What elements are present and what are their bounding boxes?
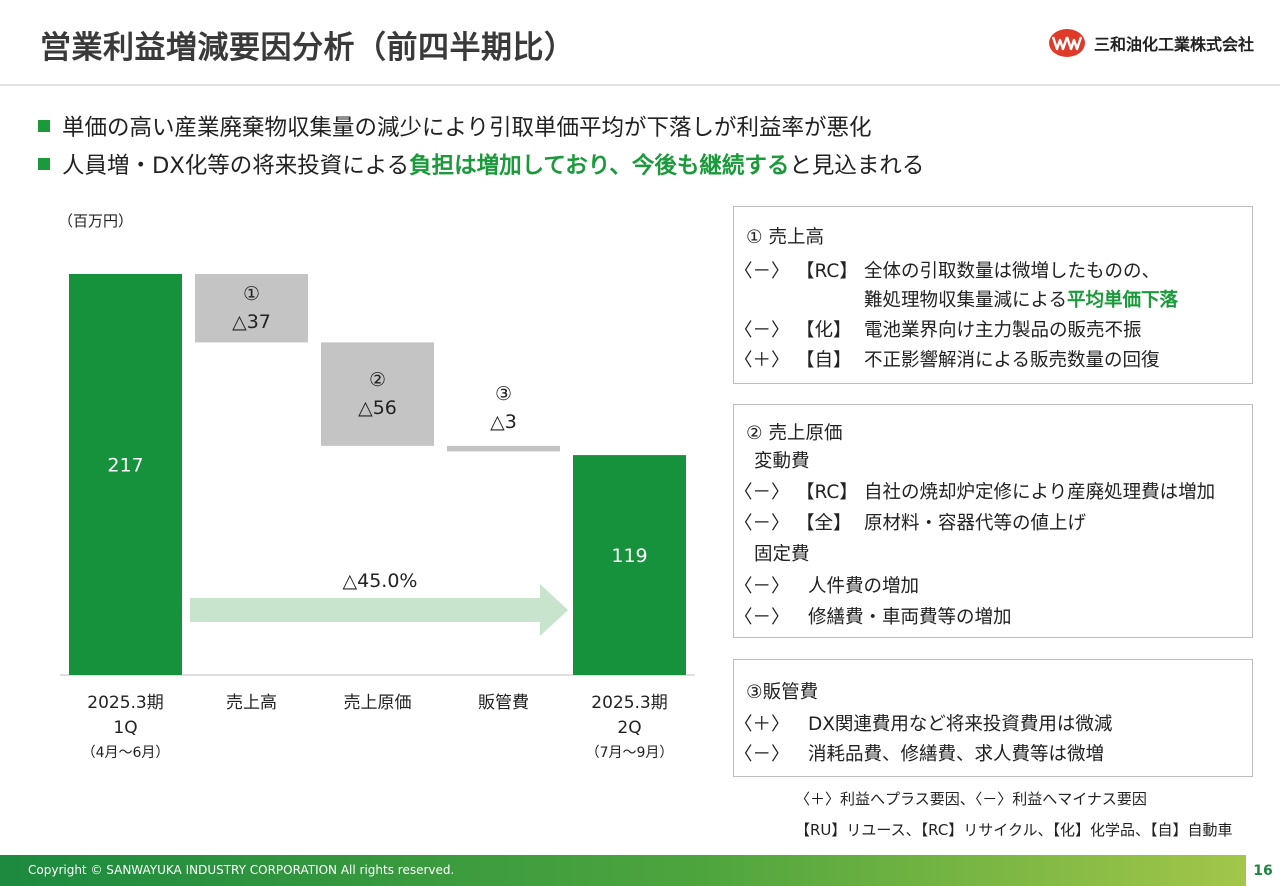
panel-sales-row-4-text: 不正影響解消による販売数量の回復 (864, 350, 1160, 371)
category-label-1-line-1: 売上高 (226, 693, 277, 713)
bar-4 (573, 455, 686, 675)
note-sign-legend: 〈＋〉利益へプラス要因、〈－〉利益へマイナス要因 (795, 790, 1147, 808)
panel-cost-row-4-sign: 〈－〉 (734, 607, 790, 628)
category-label-0-line-1: 2025.3期 (87, 693, 163, 713)
panel-sales-row-3-text: 電池業界向け主力製品の販売不振 (864, 320, 1142, 341)
panel-cost-fixed-heading: 固定費 (754, 544, 810, 565)
panel-sga-row-2-sign: 〈－〉 (734, 744, 790, 765)
waterfall-chart: △45.0% 217 2025.3期 1Q （4月～6月） ① △37 売上高 ② △56 売上原価… (60, 274, 695, 761)
bar-1-marker: ① (243, 283, 260, 305)
panel-sales-row-3-segment: 【化】 (796, 320, 852, 341)
bar-1-value-label: △37 (232, 311, 271, 333)
bar-0 (69, 274, 182, 675)
panel-cost-row-4-text: 修繕費・車両費等の増加 (808, 607, 1012, 628)
bar-2-marker: ② (369, 369, 386, 391)
footer-bar: Copyright © SANWAYUKA INDUSTRY CORPORATI… (0, 855, 1280, 886)
panel-cost-title: ② 売上原価 (746, 423, 843, 444)
bar-3-marker: ③ (495, 383, 512, 405)
panel-cost-row-3-text: 人件費の増加 (808, 576, 920, 597)
bar-2-value-label: △56 (358, 397, 397, 419)
panel-sales-row-2: 難処理物収集量減による平均単価下落 (864, 286, 1178, 312)
panel-cost-row-1-sign: 〈－〉 (734, 482, 790, 503)
sanwa-logo-icon (1048, 29, 1085, 57)
category-label-0-period: （4月～6月） (82, 745, 170, 761)
bullet-2-text-post: と見込まれる (789, 153, 925, 179)
bullet-1: 単価の高い産業廃棄物収集量の減少により引取単価平均が下落しが利益率が悪化 (38, 110, 872, 142)
page-title: 営業利益増減要因分析（前四半期比） (40, 30, 576, 66)
bullet-1-text: 単価の高い産業廃棄物収集量の減少により引取単価平均が下落しが利益率が悪化 (62, 115, 872, 141)
copyright-text: Copyright © SANWAYUKA INDUSTRY CORPORATI… (28, 863, 455, 877)
bar-3-value-label: △3 (490, 411, 517, 433)
category-label-4-line-2: 2Q (617, 718, 641, 738)
category-label-3-line-1: 販管費 (478, 693, 529, 713)
panel-cost-row-2-segment: 【全】 (796, 513, 852, 534)
panel-sga-row-2-text: 消耗品費、修繕費、求人費等は微増 (808, 744, 1105, 765)
panel-cost-row-1-text: 自社の焼却炉定修により産廃処理費は増加 (864, 482, 1216, 503)
title-divider (0, 84, 1280, 86)
category-label-4-line-1: 2025.3期 (591, 693, 667, 713)
bar-0-value-label: 217 (107, 455, 143, 477)
chart-unit-label: （百万円） (58, 212, 134, 230)
panel-cost-of-sales: ② 売上原価 変動費 〈－〉 【RC】 自社の焼却炉定修により産廃処理費は増加 … (733, 404, 1253, 638)
bullet-square-icon (38, 158, 50, 170)
panel-sga-title: ③販管費 (746, 682, 819, 703)
bullet-2-text-pre: 人員増・DX化等の将来投資による (62, 153, 410, 179)
panel-sales-row-1-sign: 〈－〉 (734, 261, 790, 282)
panel-cost-row-2-sign: 〈－〉 (734, 513, 790, 534)
panel-sales-row-4-sign: 〈＋〉 (734, 350, 790, 371)
panel-sales-row-1-segment: 【RC】 (796, 261, 858, 282)
bullet-square-icon (38, 120, 50, 132)
bullet-2-highlight: 負担は増加しており、今後も継続する (409, 153, 790, 179)
company-name: 三和油化工業株式会社 (1093, 35, 1254, 54)
panel-sales-row-2-highlight: 平均単価下落 (1066, 290, 1178, 311)
bar-4-value-label: 119 (611, 545, 647, 567)
category-label-2-line-1: 売上原価 (344, 693, 412, 713)
panel-cost-row-2-text: 原材料・容器代等の値上げ (864, 513, 1087, 534)
panel-sales-row-1-text: 全体の引取数量は微増したものの、 (864, 261, 1161, 282)
change-label: △45.0% (343, 570, 418, 592)
panel-sales-row-3-sign: 〈－〉 (734, 320, 790, 341)
panel-sga-row-1-sign: 〈＋〉 (734, 714, 790, 735)
panel-cost-row-1-segment: 【RC】 (796, 482, 858, 503)
bar-2 (321, 342, 434, 446)
bullet-2: 人員増・DX化等の将来投資による 負担は増加しており、今後も継続する と見込まれる (38, 148, 924, 180)
page-number: 16 (1246, 855, 1280, 886)
panel-sales-title: ① 売上高 (746, 227, 824, 248)
panel-sales-row-2-text: 難処理物収集量減による (864, 290, 1067, 311)
bar-1 (195, 274, 308, 343)
panel-cost-variable-heading: 変動費 (754, 451, 810, 472)
bar-3 (447, 445, 560, 452)
panel-sales-row-4-segment: 【自】 (796, 350, 852, 371)
category-label-4-period: （7月～9月） (586, 745, 674, 761)
panel-cost-row-3-sign: 〈－〉 (734, 576, 790, 597)
change-arrow-icon (190, 584, 568, 636)
panel-sga: ③販管費 〈＋〉 DX関連費用など将来投資費用は微減 〈－〉 消耗品費、修繕費、… (733, 659, 1253, 777)
note-segment-legend: 【RU】リユース、【RC】リサイクル、【化】化学品、【自】自動車 (795, 821, 1233, 839)
panel-sga-row-1-text: DX関連費用など将来投資費用は微減 (808, 714, 1113, 735)
panel-sales: ① 売上高 〈－〉 【RC】 全体の引取数量は微増したものの、 難処理物収集量減… (733, 206, 1253, 384)
company-logo: 三和油化工業株式会社 (1048, 28, 1254, 58)
category-label-0-line-2: 1Q (113, 718, 137, 738)
